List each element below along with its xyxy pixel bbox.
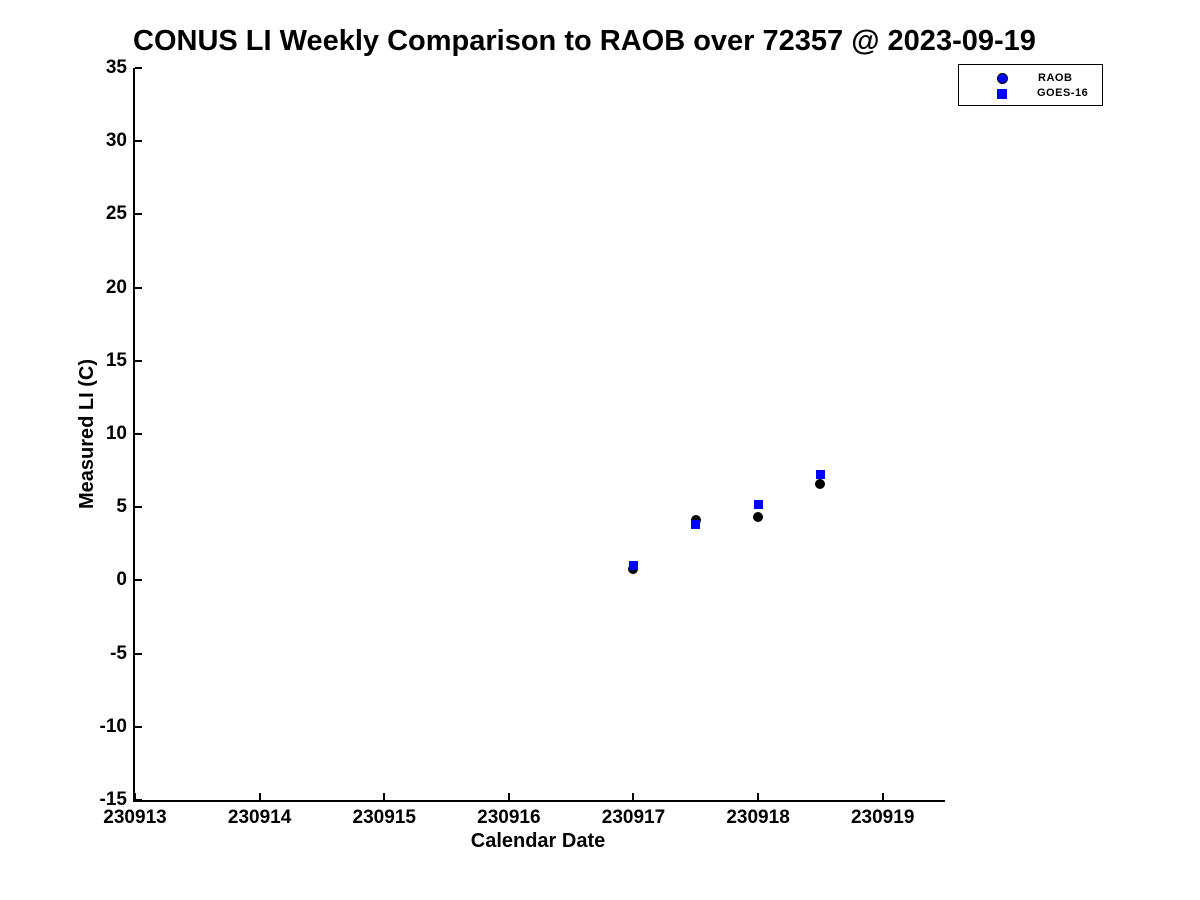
x-tick-mark: [258, 793, 261, 800]
legend-label-goes16: GOES-16: [1037, 87, 1089, 99]
x-tick-label: 230913: [103, 807, 167, 828]
legend-item-goes16: GOES-16: [959, 86, 1102, 101]
x-tick-mark: [134, 793, 136, 800]
goes16-marker: [628, 561, 638, 571]
x-tick-label: 230918: [726, 807, 790, 828]
plot-area: 230913 230914 230915 230916 230917 230918 2309…: [100, 57, 945, 828]
legend-label-raob: RAOB: [1038, 72, 1073, 84]
y-tick-mark: [135, 286, 142, 289]
x-tick-mark: [632, 793, 635, 800]
x-tick-mark: [757, 793, 760, 800]
goes16-marker: [815, 470, 825, 480]
y-tick-label: 25: [105, 203, 127, 225]
y-tick-mark: [135, 359, 142, 362]
y-tick-label: 5: [116, 496, 127, 518]
y-tick-label: 35: [105, 57, 127, 78]
raob-marker: [815, 478, 826, 489]
y-tick-label: -5: [110, 642, 127, 664]
y-tick-label: 30: [105, 130, 127, 152]
y-tick-mark: [135, 67, 142, 69]
legend-item-raob: RAOB: [959, 71, 1102, 86]
y-tick-mark: [135, 433, 142, 435]
x-tick-label: 230915: [352, 807, 416, 828]
y-tick-label: 15: [105, 349, 127, 371]
y-tick-mark: [135, 799, 142, 801]
x-tick-mark: [383, 793, 386, 800]
y-tick-mark: [135, 140, 142, 143]
y-tick-label: -10: [99, 715, 127, 737]
y-tick-mark: [135, 725, 142, 728]
y-tick-mark: [135, 579, 142, 582]
chart-title: CONUS LI Weekly Comparison to RAOB over …: [133, 25, 1036, 57]
goes16-legend-marker-icon: [997, 88, 1007, 99]
legend: RAOB GOES-16: [958, 64, 1103, 106]
x-tick-mark: [507, 793, 510, 800]
x-tick-label: 230914: [227, 807, 292, 828]
y-tick-mark: [135, 213, 142, 216]
raob-legend-marker-icon: [997, 73, 1008, 84]
x-tick-label: 230917: [601, 807, 666, 828]
y-tick-label: 10: [105, 423, 127, 444]
y-tick-mark: [135, 652, 142, 655]
x-tick-mark: [881, 793, 884, 800]
y-tick-mark: [135, 506, 142, 509]
raob-marker: [753, 512, 764, 523]
x-tick-label: 230916: [477, 807, 541, 828]
goes16-marker: [753, 499, 763, 509]
x-tick-label: 230919: [850, 807, 915, 828]
goes16-marker: [691, 520, 701, 530]
y-tick-label: -15: [99, 789, 127, 810]
x-axis-label: Calendar Date: [470, 830, 606, 852]
y-tick-label: 0: [116, 569, 127, 591]
y-tick-label: 20: [105, 276, 127, 298]
